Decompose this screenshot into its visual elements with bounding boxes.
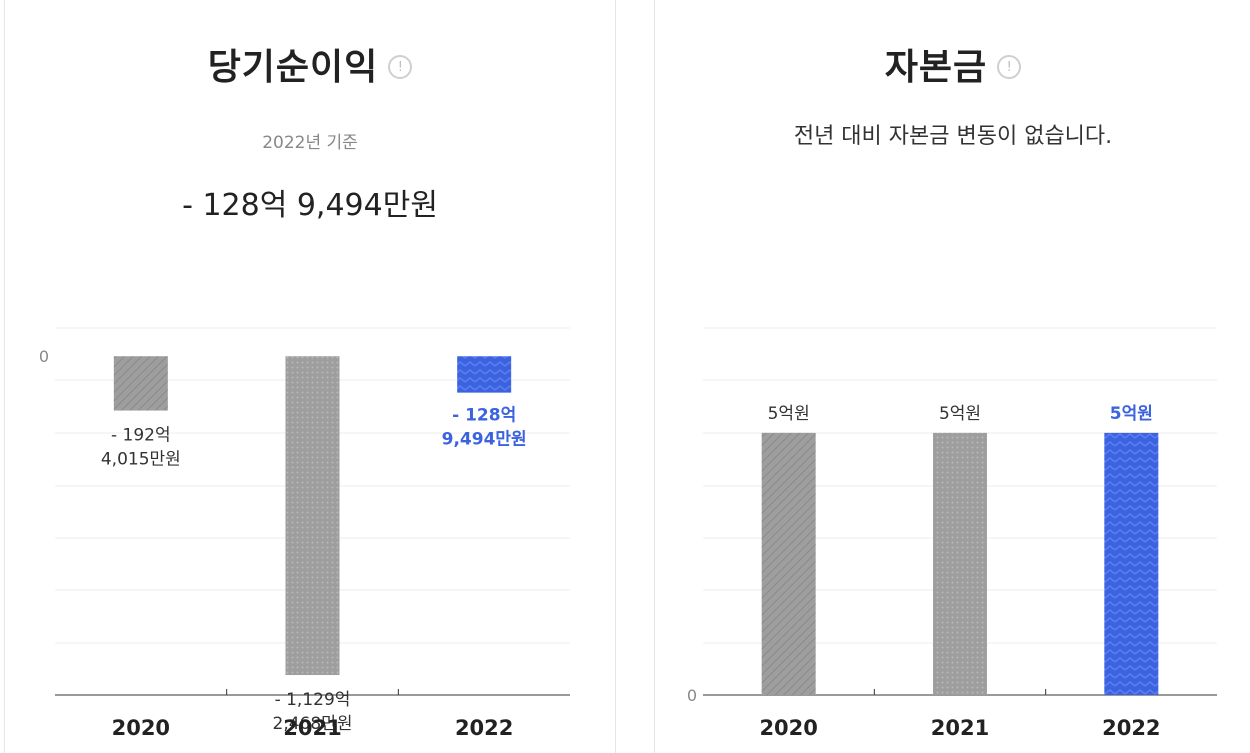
x-tick-label-2022: 2022: [1102, 716, 1160, 740]
data-label-2020: 4,015만원: [101, 450, 181, 470]
y-tick-label: 0: [39, 347, 49, 366]
y-tick-label: 0: [687, 686, 697, 705]
data-label-2020: 5억원: [768, 404, 810, 424]
net-income-title-row: 당기순이익 !: [5, 38, 615, 90]
net-income-panel: 당기순이익 ! 2022년 기준 - 128억 9,494만원 0 - 192억 4…: [4, 0, 616, 753]
x-tick-label-2021: 2021: [283, 716, 341, 740]
capital-panel: 자본금 ! 전년 대비 자본금 변동이 없습니다. 0 5억원 2020 5억원 202…: [654, 0, 1250, 753]
capital-title: 자본금: [884, 47, 988, 88]
x-tick-label-2021: 2021: [931, 716, 989, 740]
net-income-headline-value: - 128억 9,494만원: [182, 188, 438, 223]
bar-2021[interactable]: [933, 432, 987, 695]
capital-title-row: 자본금 !: [655, 38, 1250, 90]
capital-change-note: 전년 대비 자본금 변동이 없습니다.: [793, 124, 1113, 149]
info-icon[interactable]: !: [388, 55, 413, 79]
bar-2022[interactable]: [1104, 432, 1159, 695]
bar-2021[interactable]: [285, 356, 340, 676]
data-label-2021: - 1,129억: [275, 690, 351, 710]
data-label-2020: - 192억: [111, 426, 171, 446]
net-income-title: 당기순이익: [207, 47, 379, 88]
basis-year-label: 2022년 기준: [262, 133, 358, 153]
data-label-2021: 5억원: [939, 404, 981, 424]
data-label-2021: 2,468만원: [273, 714, 353, 734]
data-label-2022: 9,494만원: [442, 430, 527, 450]
data-label-2022: - 128억: [452, 406, 516, 426]
capital-bar-chart: 0 5억원 2020 5억원 2021 5억원 2022: [687, 327, 1217, 740]
bar-2022[interactable]: [457, 356, 512, 393]
x-tick-label-2020: 2020: [112, 716, 170, 740]
data-label-2022: 5억원: [1110, 404, 1153, 424]
bar-2020[interactable]: [113, 356, 168, 411]
info-icon[interactable]: !: [997, 55, 1022, 79]
x-tick-label-2022: 2022: [455, 716, 513, 740]
x-tick-label-2020: 2020: [759, 716, 817, 740]
bar-2020[interactable]: [761, 432, 816, 695]
